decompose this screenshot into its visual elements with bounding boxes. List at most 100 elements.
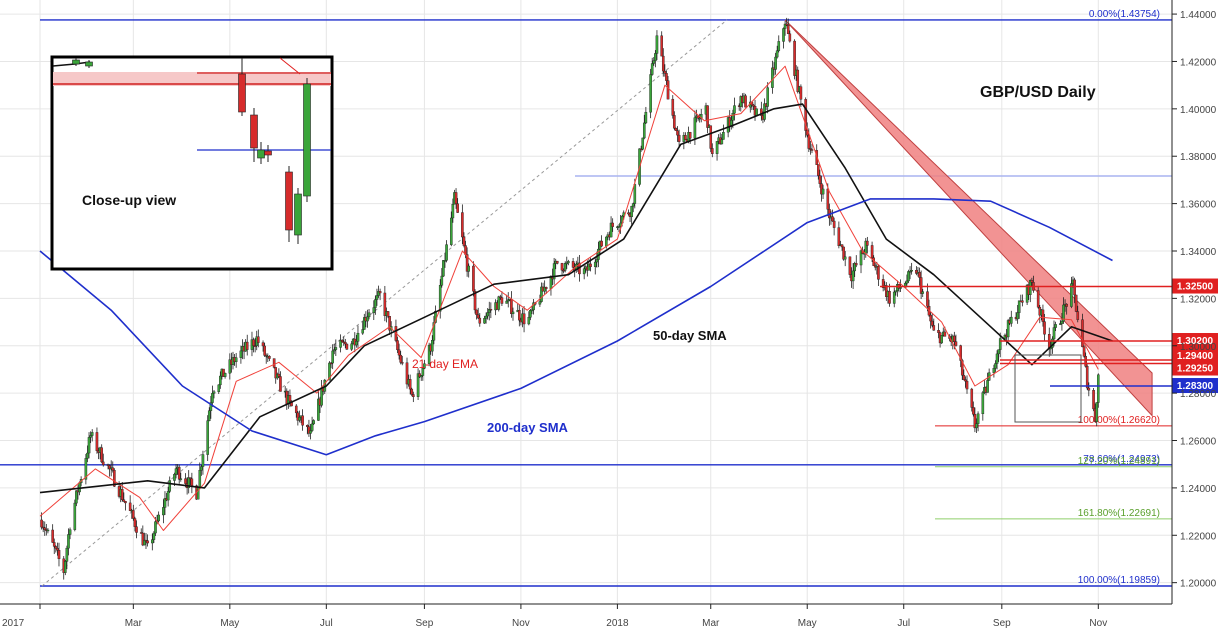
candle-body [101,461,105,465]
candle-body [959,345,962,361]
candle-body [1009,316,1013,324]
candle-body [660,35,663,57]
candle-body [782,28,785,42]
candle-body [440,275,444,286]
candle-body [261,342,265,347]
inset-resistance-band [53,72,331,86]
candle-body [462,236,466,246]
candle-body [881,279,885,289]
candle-body [257,336,260,343]
level-label: 1.30200 [1177,336,1214,347]
candle-body [992,368,996,373]
candle-body [274,367,278,379]
level-label: 1.32500 [1177,282,1214,293]
x-tick-label: Sep [993,618,1011,629]
candle-body [843,256,847,260]
candle-body [688,132,692,139]
fib-label: 100.00%(1.19859) [1078,575,1160,586]
candle-body [752,104,755,107]
candle-body [423,363,426,369]
candle-body [306,425,309,427]
candle-body [571,261,575,268]
candle-body [43,527,47,530]
candle-body [166,491,170,501]
candle-body [234,357,238,363]
candle-body [412,394,415,397]
candle-body [973,414,977,429]
candle-body [654,53,657,61]
inset-candle-body [264,150,272,156]
candle-body [388,316,391,331]
candle-body [307,426,311,434]
candle-body [350,343,353,350]
y-tick-label: 1.44000 [1180,10,1217,21]
fibonacci-lines: 0.00%(1.43754) 100.00%(1.26620) 78.60%(1.2… [0,9,1172,587]
candle-body [932,325,936,331]
fib-label: 100.00%(1.26620) [1078,415,1160,426]
candle-body [264,355,268,357]
candle-body [198,470,202,488]
candle-body [919,277,923,294]
candle-body [940,335,943,344]
candle-body [859,250,863,266]
candle-body [442,260,445,277]
candle-body [722,132,725,140]
candle-body [331,350,334,364]
candle-body [930,320,934,326]
candle-body [163,498,167,508]
candle-body [964,379,967,382]
candle-body [445,244,448,261]
x-tick-label: Jul [897,618,910,629]
candle-body [775,50,779,58]
candle-body [212,391,216,394]
candle-body [673,115,676,129]
candle-body [361,329,365,334]
candle-body [374,299,377,308]
inset-candles [72,58,311,244]
candle-body [329,362,333,365]
candle-body [997,349,1000,355]
candle-body [64,561,67,573]
candle-body [451,204,455,219]
candle-body [650,63,654,75]
candle-body [954,341,958,346]
candle-body [1052,327,1056,340]
candle-body [565,262,569,265]
level-box [1172,378,1218,394]
fib-label: 78.60%(1.24973) [1083,454,1160,465]
candle-body [609,222,613,238]
candle-body [630,205,633,218]
x-tick-label: Mar [702,618,720,629]
candle-body [475,309,478,316]
candle-body [777,41,781,51]
candle-body [981,392,985,415]
level-box [1172,333,1218,349]
candle-body [288,395,292,402]
candle-body [449,217,453,245]
ema-label: 21-day EMA [412,357,478,371]
candle-body [510,299,513,315]
candle-body [998,338,1002,350]
candle-body [174,468,178,475]
candle-body [377,291,380,296]
trend-channel-band [784,19,1153,417]
candle-body [965,380,969,390]
candle-body [133,518,137,527]
candle-body [84,458,88,480]
candle-body [709,125,713,149]
y-tick-label: 1.26000 [1180,437,1217,448]
candle-body [706,105,709,128]
candle-body [111,467,115,471]
candle-body [975,423,978,429]
candle-body [154,521,157,534]
candle-body [294,405,298,414]
candle-body [206,420,209,455]
x-tick-label: 2018 [606,618,629,629]
candle-body [245,341,249,350]
y-tick-label: 1.42000 [1180,57,1217,68]
candle-body [582,268,586,275]
x-tick-label: 2017 [2,618,25,629]
sma200-label: 200-day SMA [487,420,569,435]
candle-body [500,297,504,304]
candle-body [473,290,477,311]
